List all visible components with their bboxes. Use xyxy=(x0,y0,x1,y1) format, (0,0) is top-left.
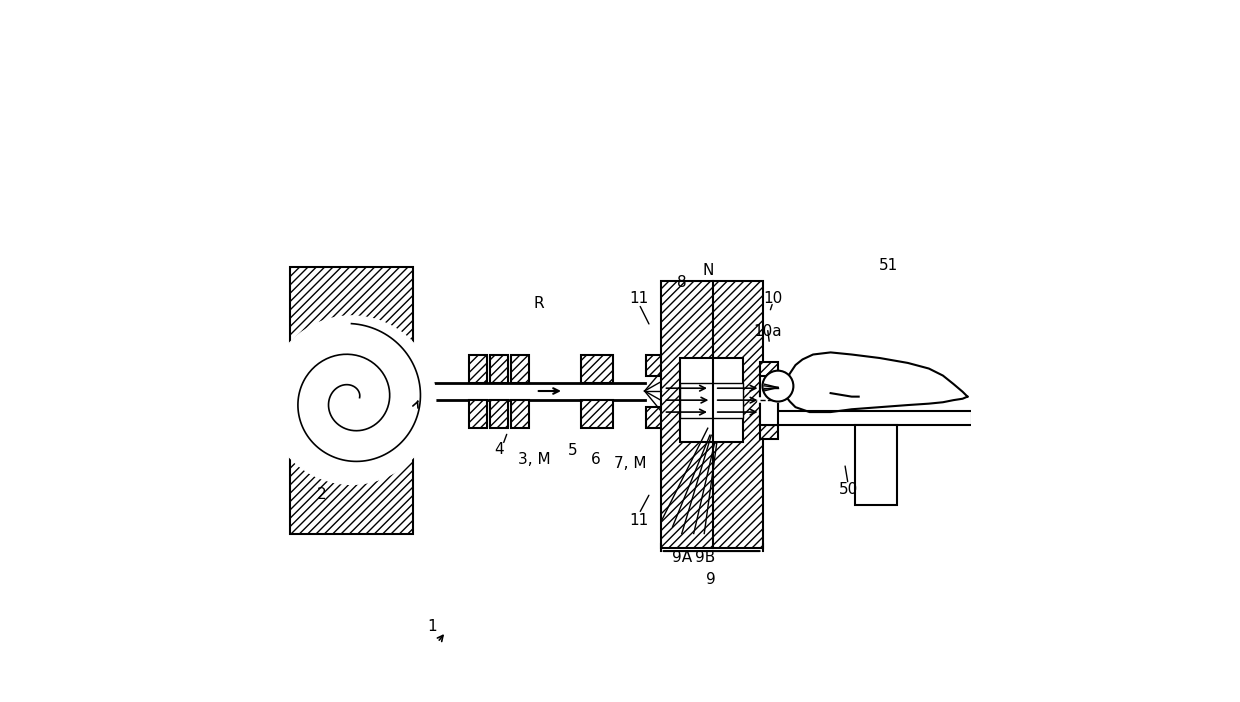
Text: 11: 11 xyxy=(630,291,649,306)
Text: 11: 11 xyxy=(630,513,649,529)
Bar xyxy=(511,355,529,383)
Bar xyxy=(469,400,487,428)
Bar xyxy=(769,411,972,425)
Text: 51: 51 xyxy=(878,258,898,273)
Text: 9A: 9A xyxy=(672,550,692,565)
Bar xyxy=(490,400,508,428)
Text: N: N xyxy=(702,263,713,279)
Bar xyxy=(511,400,529,428)
Bar xyxy=(760,376,777,425)
Text: 7, M: 7, M xyxy=(614,456,647,471)
Text: 9B: 9B xyxy=(694,550,715,565)
Text: 5: 5 xyxy=(568,443,577,458)
Bar xyxy=(680,358,743,442)
Circle shape xyxy=(763,371,794,402)
Text: 9: 9 xyxy=(707,571,717,587)
Bar xyxy=(582,400,613,428)
Bar xyxy=(646,407,663,428)
Text: 8: 8 xyxy=(677,274,687,290)
Text: 10: 10 xyxy=(764,291,782,306)
Bar xyxy=(856,425,898,505)
Text: 6: 6 xyxy=(591,452,601,468)
Bar xyxy=(646,355,663,376)
Text: R: R xyxy=(534,296,544,311)
Text: 3, M: 3, M xyxy=(518,452,551,468)
Text: 4: 4 xyxy=(495,442,505,457)
Text: 2: 2 xyxy=(317,487,326,503)
Text: 1: 1 xyxy=(427,619,436,635)
Circle shape xyxy=(268,316,435,484)
Bar xyxy=(680,358,743,442)
Text: 50: 50 xyxy=(838,482,858,498)
Text: 10a: 10a xyxy=(753,324,781,339)
Bar xyxy=(760,362,777,439)
Bar xyxy=(582,355,613,383)
Bar xyxy=(680,383,743,418)
Bar xyxy=(469,355,487,383)
Bar xyxy=(290,267,413,534)
Bar xyxy=(661,281,763,548)
Bar xyxy=(490,355,508,383)
